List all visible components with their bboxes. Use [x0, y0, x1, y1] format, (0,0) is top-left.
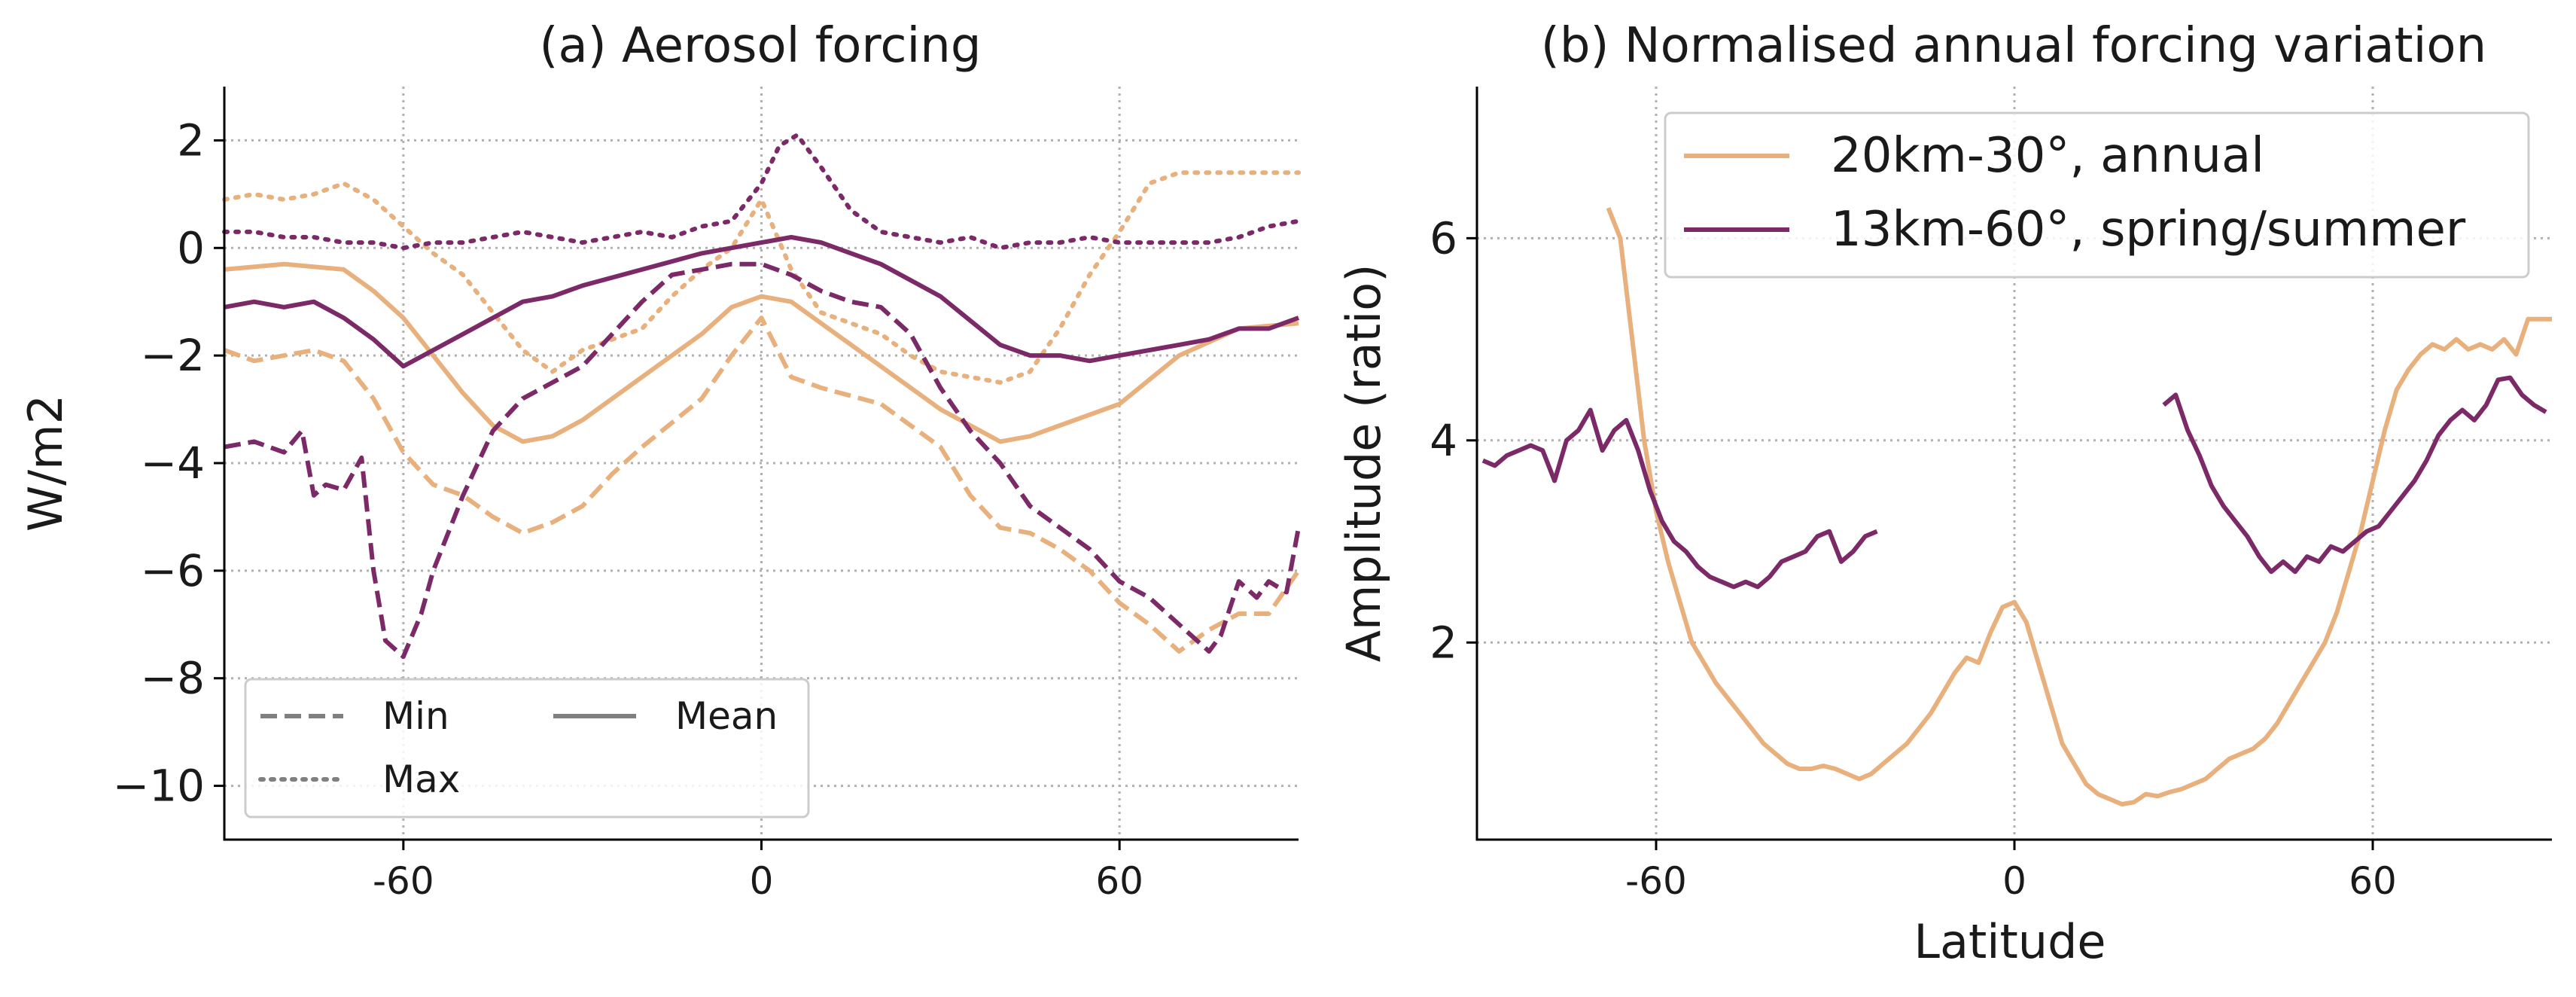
- legend-max-label: Max: [382, 758, 460, 801]
- panel-a-axes: [223, 87, 1299, 841]
- series-orange-line-0: [1606, 206, 2552, 806]
- y-tick-label: −2: [141, 330, 206, 381]
- y-tick-label: 6: [1430, 212, 1457, 264]
- legend-mean-label: Mean: [675, 694, 778, 738]
- panel-b-legend: 20km-30°, annual 13km-60°, spring/summer: [1664, 111, 2530, 279]
- y-tick-label: −8: [141, 653, 206, 704]
- x-tick-label: 60: [2349, 859, 2397, 903]
- y-tick-label: 0: [177, 222, 205, 273]
- x-tick-label: 0: [750, 859, 774, 903]
- panel-a-series: [222, 133, 1301, 660]
- series-purple-max: [222, 133, 1301, 251]
- legend-orange-label: 20km-30°, annual: [1831, 128, 2264, 184]
- series-orange-max: [222, 170, 1301, 385]
- panel-b-title: (b) Normalised annual forcing variation: [1541, 18, 2486, 74]
- y-tick-label: 2: [177, 114, 205, 166]
- panel-b-y-label: Amplitude (ratio): [1336, 264, 1391, 663]
- x-tick-label: 60: [1095, 859, 1143, 903]
- y-tick-label: 4: [1430, 415, 1457, 466]
- panel-a: (a) Aerosol forcing -60 0 60 2 0 −2 −4 −6 −8 −10…: [18, 18, 1301, 903]
- legend-min-label: Min: [382, 694, 449, 738]
- y-tick-label: −4: [141, 438, 206, 489]
- panel-a-y-ticks: 2 0 −2 −4 −6 −8 −10: [113, 114, 224, 812]
- panel-b: (b) Normalised annual forcing variation …: [1336, 18, 2552, 969]
- panel-a-x-ticks: -60 0 60: [373, 840, 1143, 903]
- series-purple-mean: [224, 235, 1300, 369]
- y-tick-label: −6: [141, 545, 206, 596]
- series-orange-mean: [224, 261, 1299, 444]
- series-orange-min: [223, 316, 1301, 654]
- series-purple-min: [224, 261, 1301, 660]
- panel-b-axes: [1475, 87, 2552, 841]
- panel-a-legend-box: [244, 678, 810, 819]
- panel-b-x-ticks: -60 0 60: [1625, 840, 2397, 903]
- x-tick-label: 0: [2002, 859, 2026, 903]
- x-tick-label: -60: [373, 859, 434, 903]
- panel-a-y-label: W/m2: [18, 395, 73, 532]
- panel-b-x-label: Latitude: [1914, 914, 2106, 969]
- panel-b-legend-box: [1664, 111, 2530, 279]
- legend-purple-label: 13km-60°, spring/summer: [1831, 202, 2466, 258]
- panel-b-series: [1481, 206, 2552, 806]
- y-tick-label: 2: [1430, 617, 1457, 668]
- panel-a-title: (a) Aerosol forcing: [540, 18, 982, 74]
- panel-a-legend: Min Max Mean: [244, 678, 810, 819]
- x-tick-label: -60: [1625, 859, 1687, 903]
- series-purple-line-1: [1481, 375, 2547, 590]
- y-tick-label: −10: [113, 761, 205, 812]
- panel-b-y-ticks: 6 4 2: [1430, 212, 1477, 668]
